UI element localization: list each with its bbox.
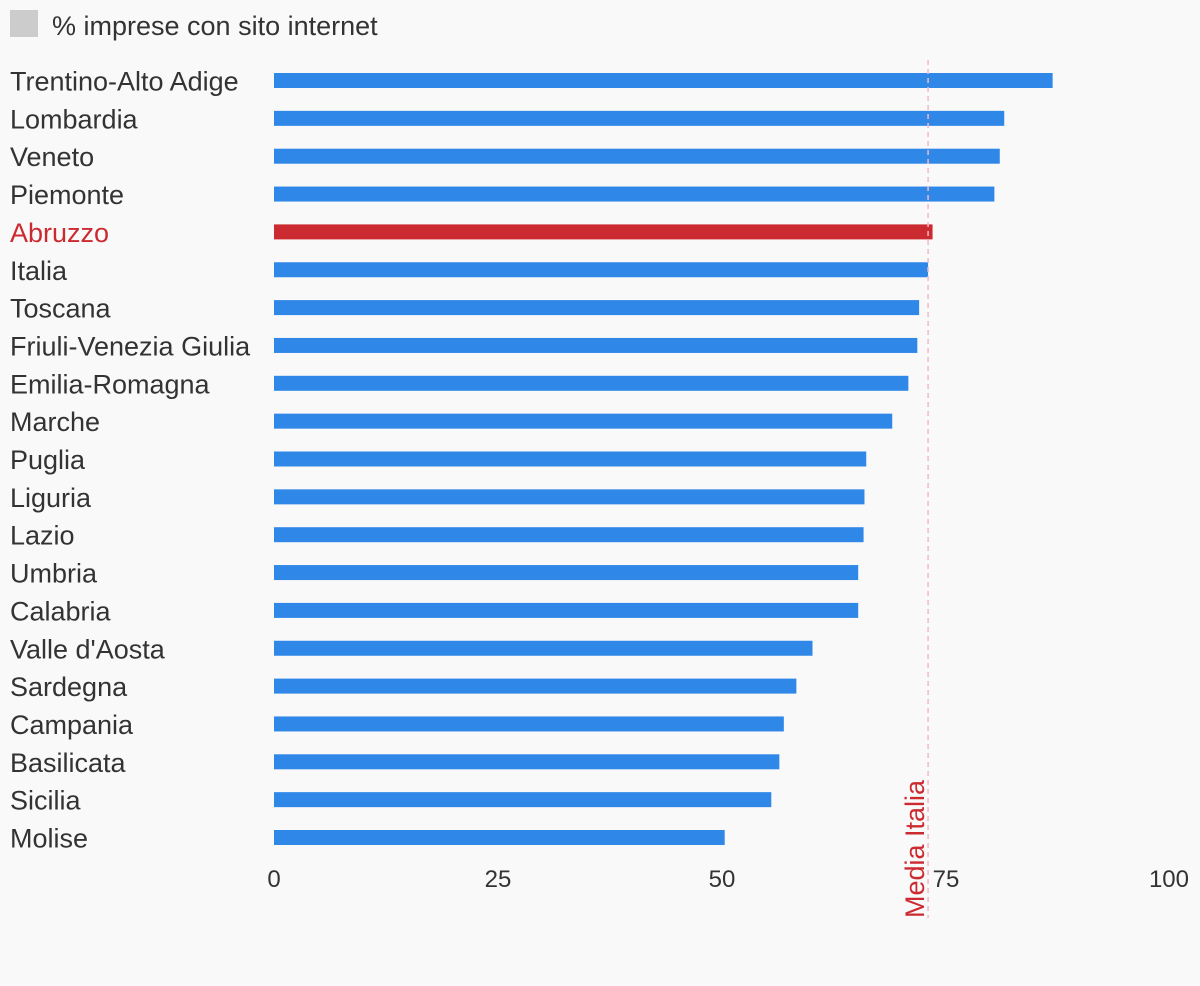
- category-label: Puglia: [10, 445, 86, 475]
- category-label: Emilia-Romagna: [10, 369, 211, 399]
- reference-line-group: Media Italia: [900, 60, 930, 918]
- legend-label: % imprese con sito internet: [52, 11, 378, 41]
- category-label: Calabria: [10, 596, 112, 626]
- category-label: Molise: [10, 824, 88, 854]
- bar: [274, 489, 865, 505]
- bar: [274, 186, 995, 202]
- bar: [274, 678, 797, 694]
- category-label: Sicilia: [10, 786, 82, 816]
- category-label: Italia: [10, 256, 68, 286]
- x-tick-label: 25: [485, 866, 512, 893]
- bar: [274, 110, 1005, 126]
- x-axis-ticks: 0 25 50 75 100: [267, 866, 1189, 893]
- category-label: Veneto: [10, 142, 94, 172]
- x-tick-label: 50: [709, 866, 736, 893]
- legend: % imprese con sito internet: [10, 10, 378, 41]
- bar: [274, 792, 772, 808]
- bar: [274, 224, 933, 240]
- bar: [274, 300, 920, 316]
- category-label: Liguria: [10, 483, 92, 513]
- category-label: Trentino-Alto Adige: [10, 67, 239, 97]
- bar: [274, 716, 784, 732]
- bar: [274, 73, 1053, 88]
- category-label: Campania: [10, 710, 134, 740]
- bar: [274, 602, 859, 618]
- x-tick-label: 100: [1149, 866, 1189, 893]
- category-label: Lazio: [10, 521, 75, 551]
- category-label: Sardegna: [10, 672, 128, 702]
- bar: [274, 527, 864, 543]
- bars: [274, 73, 1053, 845]
- bar: [274, 262, 929, 278]
- category-label: Lombardia: [10, 104, 139, 134]
- category-labels: Trentino-Alto Adige Lombardia Veneto Piemon…: [10, 67, 251, 854]
- category-label: Abruzzo: [10, 218, 109, 248]
- category-label: Toscana: [10, 294, 112, 324]
- reference-line-label: Media Italia: [900, 779, 930, 918]
- category-label: Friuli-Venezia Giulia: [10, 331, 251, 361]
- category-label: Umbria: [10, 559, 98, 589]
- x-tick-label: 0: [267, 866, 280, 893]
- bar: [274, 451, 867, 467]
- category-label: Basilicata: [10, 748, 127, 778]
- bar: [274, 413, 893, 429]
- legend-swatch: [10, 10, 38, 37]
- category-label: Marche: [10, 407, 100, 437]
- bar: [274, 640, 813, 656]
- category-label: Valle d'Aosta: [10, 634, 166, 664]
- bar: [274, 830, 725, 845]
- bar: [274, 148, 1000, 164]
- bar: [274, 337, 918, 353]
- bar: [274, 375, 909, 391]
- category-label: Piemonte: [10, 180, 124, 210]
- bar: [274, 565, 859, 581]
- bar: [274, 754, 780, 770]
- x-tick-label: 75: [933, 866, 960, 893]
